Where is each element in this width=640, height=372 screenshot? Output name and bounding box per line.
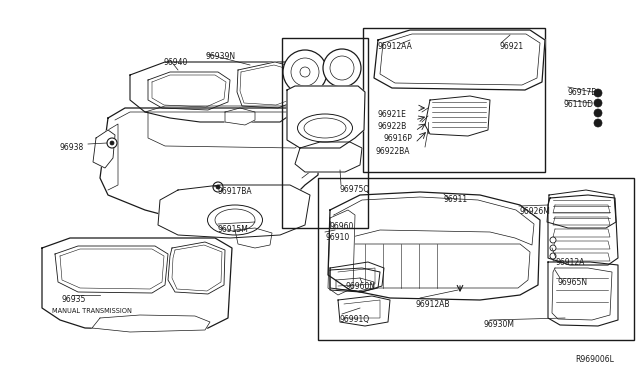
Polygon shape [295,142,362,172]
Polygon shape [547,190,616,228]
Polygon shape [338,296,390,326]
Circle shape [216,185,220,189]
Polygon shape [92,315,210,332]
Polygon shape [93,130,115,168]
Polygon shape [152,75,226,107]
Ellipse shape [207,205,262,235]
Text: R969006L: R969006L [575,355,614,364]
Text: 96991Q: 96991Q [340,315,370,324]
Polygon shape [548,195,618,265]
Text: 96916P: 96916P [384,134,413,143]
Circle shape [594,119,602,127]
Polygon shape [235,228,272,248]
Circle shape [291,58,319,86]
Polygon shape [168,242,225,294]
Text: 96922B: 96922B [378,122,407,131]
Text: 96922BA: 96922BA [375,147,410,156]
Polygon shape [42,238,232,330]
Polygon shape [158,185,310,238]
Text: MANUAL TRANSMISSION: MANUAL TRANSMISSION [52,308,132,314]
Text: 96940: 96940 [163,58,188,67]
Polygon shape [336,278,374,291]
Circle shape [330,56,354,80]
Text: 96911: 96911 [444,195,468,204]
Circle shape [283,50,327,94]
Text: 96926M: 96926M [519,207,550,216]
Text: 96917BA: 96917BA [218,187,253,196]
Text: 96912AA: 96912AA [378,42,413,51]
Polygon shape [287,86,365,148]
Polygon shape [330,268,380,292]
Text: 96960N: 96960N [345,282,375,291]
Text: 96912AB: 96912AB [416,300,451,309]
Ellipse shape [215,209,255,231]
Polygon shape [548,262,618,326]
Polygon shape [148,72,230,110]
Polygon shape [328,210,355,295]
Circle shape [594,109,602,117]
Text: 96110D: 96110D [563,100,593,109]
Circle shape [594,99,602,107]
Circle shape [300,67,310,77]
Text: 96912A: 96912A [555,258,584,267]
Polygon shape [374,30,545,90]
Text: 96917B: 96917B [568,88,597,97]
Text: 96938: 96938 [60,143,84,152]
Text: 96975Q: 96975Q [340,185,371,194]
Polygon shape [60,249,164,289]
Ellipse shape [298,114,353,142]
Polygon shape [225,108,255,125]
Circle shape [550,253,556,259]
Polygon shape [240,65,297,105]
Circle shape [107,138,117,148]
Polygon shape [237,62,300,108]
Circle shape [323,49,361,87]
Text: 96921E: 96921E [378,110,407,119]
Polygon shape [55,246,168,293]
Polygon shape [172,245,222,291]
Text: 96915M: 96915M [218,225,249,234]
Circle shape [550,245,556,251]
Bar [282,38,368,228]
Polygon shape [425,96,490,136]
Text: 96939N: 96939N [205,52,235,61]
Text: 96910: 96910 [325,233,349,242]
Circle shape [213,182,223,192]
Text: 96921: 96921 [500,42,524,51]
Bar [363,28,545,172]
Polygon shape [552,268,612,320]
Text: 96960: 96960 [330,222,355,231]
Polygon shape [328,192,540,300]
Text: 96935: 96935 [62,295,86,304]
Text: 96965N: 96965N [558,278,588,287]
Polygon shape [380,34,540,85]
Circle shape [594,89,602,97]
Ellipse shape [304,118,346,138]
Text: 96930M: 96930M [483,320,514,329]
Polygon shape [130,62,302,122]
Circle shape [550,237,556,243]
Polygon shape [100,108,320,220]
Polygon shape [330,262,384,292]
Bar [318,178,634,340]
Circle shape [110,141,114,145]
